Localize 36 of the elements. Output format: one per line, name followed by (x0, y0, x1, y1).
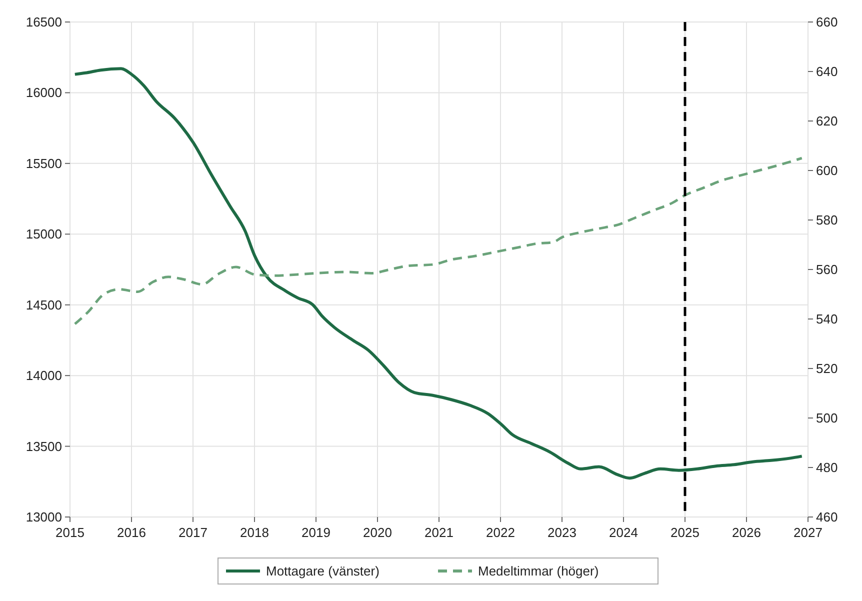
y2-tick-label: 480 (816, 460, 838, 475)
y2-tick-label: 540 (816, 312, 838, 326)
x-tick-label: 2022 (486, 525, 515, 540)
y2-tick-label: 620 (816, 114, 838, 128)
x-tick-label: 2026 (732, 525, 761, 540)
x-tick-label: 2018 (240, 525, 269, 540)
y2-tick-label: 500 (816, 410, 838, 426)
y2-tick-label: 520 (816, 361, 838, 376)
x-tick-label: 2025 (670, 525, 700, 540)
y-tick-label: 15500 (26, 156, 62, 171)
y-tick-label: 15000 (26, 226, 62, 242)
x-tick-label: 2020 (363, 525, 392, 540)
x-tick-label: 2015 (56, 525, 84, 540)
x-tick-label: 2016 (117, 525, 146, 540)
x-tick-label: 2023 (548, 525, 576, 540)
y-tick-label: 14500 (26, 297, 62, 312)
y2-tick-label: 640 (816, 64, 838, 79)
y2-tick-label: 580 (816, 212, 838, 228)
y-tick-label: 16500 (26, 14, 62, 30)
y2-tick-label: 560 (816, 262, 838, 277)
y-tick-label: 13500 (26, 438, 62, 454)
x-tick-label: 2021 (424, 525, 454, 540)
y2-tick-label: 600 (816, 163, 838, 178)
y2-tick-label: 660 (816, 14, 838, 30)
y-tick-label: 13000 (26, 510, 62, 524)
x-tick-label: 2019 (302, 525, 330, 540)
x-tick-label: 2024 (609, 525, 638, 540)
legend-label: Medeltimmar (höger) (478, 564, 599, 578)
line-series (74, 156, 804, 326)
x-tick-label: 2027 (794, 525, 822, 540)
y-tick-label: 16000 (26, 85, 62, 100)
x-tick-label: 2017 (178, 525, 208, 540)
y-tick-label: 14000 (26, 368, 62, 384)
y2-tick-label: 460 (816, 510, 838, 524)
legend-label: Mottagare (vänster) (266, 564, 380, 578)
line-series (73, 67, 804, 480)
